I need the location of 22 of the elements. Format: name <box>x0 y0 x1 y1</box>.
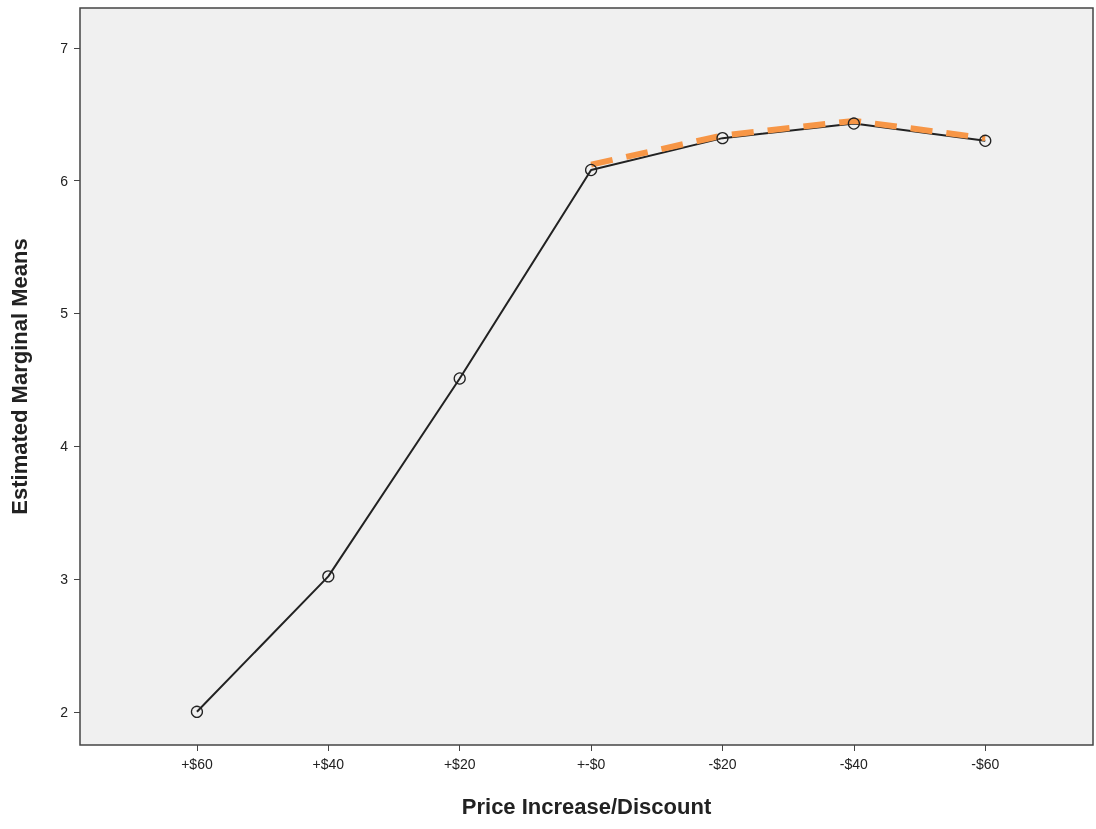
y-tick-label: 2 <box>60 703 69 720</box>
point <box>584 163 598 177</box>
y-tick-label: 5 <box>60 305 69 322</box>
x-tick-label: +-$0 <box>576 756 606 772</box>
y-axis-title: Estimated Marginal Means <box>6 238 32 515</box>
x-tick-label: +$40 <box>312 756 345 772</box>
y-tick-label: 4 <box>60 438 69 455</box>
y-tick-label: 7 <box>60 39 69 56</box>
y-tick-label: 3 <box>60 571 69 588</box>
point <box>190 705 204 718</box>
point <box>979 134 992 147</box>
x-tick-label: +$20 <box>443 756 476 772</box>
y-tick-label: 6 <box>60 172 69 189</box>
x-tick-label: -$40 <box>839 756 869 772</box>
x-tick-label: -$60 <box>971 756 1000 772</box>
point <box>322 570 335 583</box>
point <box>453 372 466 385</box>
point <box>847 117 861 130</box>
x-tick-label: +$60 <box>181 756 213 772</box>
x-tick-label: -$20 <box>708 756 737 772</box>
x-axis-title: Price Increase/Discount <box>461 793 712 819</box>
point <box>716 131 729 145</box>
